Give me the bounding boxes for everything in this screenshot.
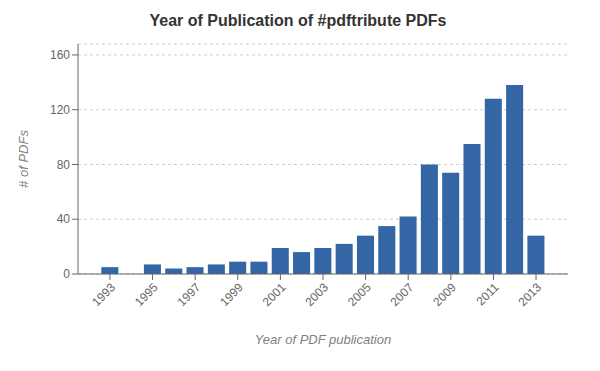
svg-text:1995: 1995 [132, 280, 161, 309]
svg-text:2005: 2005 [345, 280, 374, 309]
svg-text:2009: 2009 [430, 280, 459, 309]
svg-text:2003: 2003 [302, 280, 331, 309]
svg-text:1993: 1993 [89, 280, 118, 309]
svg-text:120: 120 [50, 103, 70, 117]
svg-text:80: 80 [57, 158, 71, 172]
svg-text:2001: 2001 [260, 280, 289, 309]
svg-text:0: 0 [63, 267, 70, 281]
svg-text:2011: 2011 [473, 280, 501, 308]
svg-text:Year of PDF publication: Year of PDF publication [255, 332, 391, 347]
svg-text:40: 40 [57, 212, 71, 226]
svg-text:2013: 2013 [515, 280, 544, 309]
svg-text:# of PDFs: # of PDFs [16, 130, 31, 188]
svg-text:1997: 1997 [175, 280, 204, 309]
svg-text:1999: 1999 [217, 280, 246, 309]
svg-text:160: 160 [50, 48, 70, 62]
html-text:Year of Publication of #pdftri: Year of Publication of #pdftribute PDFs [149, 12, 447, 29]
svg-text:2007: 2007 [388, 280, 417, 309]
